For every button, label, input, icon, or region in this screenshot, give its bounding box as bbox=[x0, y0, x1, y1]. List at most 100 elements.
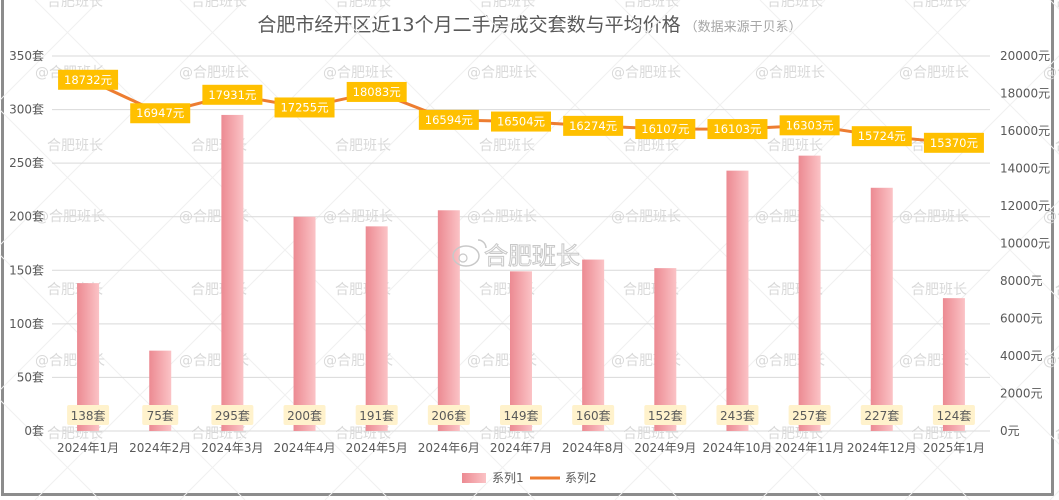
bar-label-box bbox=[932, 405, 975, 425]
price-label: 17931元 bbox=[208, 88, 257, 102]
y-left-tick-label: 350套 bbox=[9, 49, 44, 63]
x-tick-label: 2024年11月 bbox=[775, 441, 845, 455]
watermark-text: 合肥班长 bbox=[335, 0, 391, 10]
bar-data-labels: 138套 75套 295套 200套 191套 206套 149套 160套 152套 243套 2… bbox=[67, 405, 975, 425]
bar bbox=[77, 283, 100, 431]
bar-label: 152套 bbox=[648, 409, 683, 423]
watermark-text: @合肥班长 bbox=[611, 65, 681, 81]
bar-label-box bbox=[211, 405, 254, 425]
price-label-box bbox=[202, 84, 263, 105]
watermark-text: 合肥班长 bbox=[1055, 282, 1059, 298]
watermark-text: 合肥班长 bbox=[479, 138, 535, 154]
price-label-box bbox=[130, 103, 191, 124]
y-right-tick-label: 12000元 bbox=[1000, 199, 1050, 213]
bar-label: 124套 bbox=[936, 409, 971, 423]
bar-label-box bbox=[572, 405, 615, 425]
price-label-box bbox=[779, 115, 840, 136]
y-left-tick-label: 300套 bbox=[9, 103, 44, 117]
watermark-text: 合肥班长 bbox=[47, 138, 103, 154]
price-label-box bbox=[563, 115, 624, 136]
bar-label-box bbox=[427, 405, 470, 425]
bar bbox=[798, 155, 821, 431]
watermark-text: 合肥班长 bbox=[911, 282, 967, 298]
y-right-tick-label: 0元 bbox=[1000, 424, 1020, 438]
price-label-box bbox=[851, 126, 912, 147]
watermark-text: @合肥班长 bbox=[179, 65, 249, 81]
bar-label-box bbox=[716, 405, 759, 425]
legend-bar-swatch bbox=[462, 473, 486, 483]
watermark-text: 合肥班长 bbox=[1055, 138, 1059, 154]
bar bbox=[942, 298, 965, 431]
line-data-labels: 18732元 16947元 17931元 17255元 18083元 16594元 1650… bbox=[58, 69, 984, 153]
bar bbox=[365, 226, 388, 431]
y-right-tick-label: 20000元 bbox=[1000, 49, 1050, 63]
watermark-text: 合肥班长 bbox=[479, 0, 535, 10]
watermark-text: @合肥班长 bbox=[323, 65, 393, 81]
bar-label: 257套 bbox=[792, 409, 827, 423]
y-left-tick-label: 0套 bbox=[24, 424, 44, 438]
price-label: 15724元 bbox=[858, 129, 907, 143]
bar-label: 160套 bbox=[576, 409, 611, 423]
watermark-text: 合肥班长 bbox=[1055, 426, 1059, 442]
price-label: 16947元 bbox=[136, 106, 185, 120]
watermark-text: 合肥班长 bbox=[47, 0, 103, 10]
bar-label-box bbox=[67, 405, 110, 425]
bar-label: 200套 bbox=[287, 409, 322, 423]
watermark-text: @合肥班长 bbox=[899, 65, 969, 81]
price-label: 16504元 bbox=[497, 115, 546, 129]
y-right-tick-label: 18000元 bbox=[1000, 87, 1050, 101]
bar-label: 75套 bbox=[147, 409, 174, 423]
weibo-logo-icon bbox=[452, 245, 480, 267]
bar-label-box bbox=[142, 405, 179, 425]
watermark-text: 合肥班长 bbox=[191, 0, 247, 10]
watermark-text: @合肥班长 bbox=[1043, 65, 1059, 81]
price-label: 17255元 bbox=[280, 100, 329, 114]
price-label-box bbox=[418, 109, 479, 130]
bar bbox=[582, 259, 605, 431]
bar-label: 138套 bbox=[71, 409, 106, 423]
watermark-text: @合肥班长 bbox=[1043, 209, 1059, 225]
title-text: 合肥市经开区近13个月二手房成交套数与平均价格 bbox=[257, 14, 681, 36]
y-right-tick-label: 4000元 bbox=[1000, 349, 1043, 363]
y-right-tick-label: 2000元 bbox=[1000, 387, 1043, 401]
watermark-text: @合肥班长 bbox=[1043, 353, 1059, 369]
y-left-tick-label: 250套 bbox=[9, 156, 44, 170]
x-tick-label: 2024年1月 bbox=[57, 441, 119, 455]
bar bbox=[654, 268, 677, 431]
watermark-text: 合肥班长 bbox=[335, 138, 391, 154]
price-label-box bbox=[58, 69, 119, 90]
price-label: 16594元 bbox=[425, 113, 474, 127]
legend-label-series1: 系列1 bbox=[492, 471, 524, 485]
price-label: 18732元 bbox=[64, 73, 113, 87]
y-left-tick-label: 50套 bbox=[17, 370, 44, 384]
price-label: 16274元 bbox=[569, 119, 618, 133]
price-label-box bbox=[707, 119, 768, 140]
bar-label: 243套 bbox=[720, 409, 755, 423]
y-axis-left: 0套 50套 100套 150套 200套 250套 300套 350套 bbox=[9, 49, 44, 438]
x-tick-label: 2024年12月 bbox=[847, 441, 917, 455]
y-left-tick-label: 150套 bbox=[9, 263, 44, 277]
watermark-text: 合肥班长 bbox=[1055, 0, 1059, 10]
bar-label-box bbox=[500, 405, 542, 425]
bar bbox=[437, 210, 460, 431]
bar-label-box bbox=[860, 405, 903, 425]
legend-label-series2: 系列2 bbox=[565, 471, 597, 485]
subtitle-text: （数据来源于贝系） bbox=[684, 20, 802, 35]
watermark-text: 合肥班长 bbox=[623, 0, 679, 10]
x-tick-label: 2024年5月 bbox=[346, 441, 408, 455]
watermark-text: 合肥班长 bbox=[623, 138, 679, 154]
bar-label: 295套 bbox=[215, 409, 250, 423]
watermark-text: 合肥班长 bbox=[911, 0, 967, 10]
y-axis-right: 0元 2000元 4000元 6000元 8000元 10000元 12000元 14000元… bbox=[1000, 49, 1050, 438]
bar bbox=[870, 187, 893, 431]
price-label: 16303元 bbox=[786, 118, 835, 132]
price-label: 15370元 bbox=[930, 136, 979, 150]
x-axis: 2024年1月 2024年2月 2024年3月 2024年4月 2024年5月 2024年… bbox=[57, 441, 985, 455]
bar-label: 206套 bbox=[431, 409, 466, 423]
x-tick-label: 2024年4月 bbox=[273, 441, 335, 455]
bar-label: 227套 bbox=[864, 409, 899, 423]
y-left-tick-label: 200套 bbox=[9, 210, 44, 224]
watermark-text: 合肥班长 bbox=[767, 138, 823, 154]
bar-label: 149套 bbox=[504, 409, 539, 423]
